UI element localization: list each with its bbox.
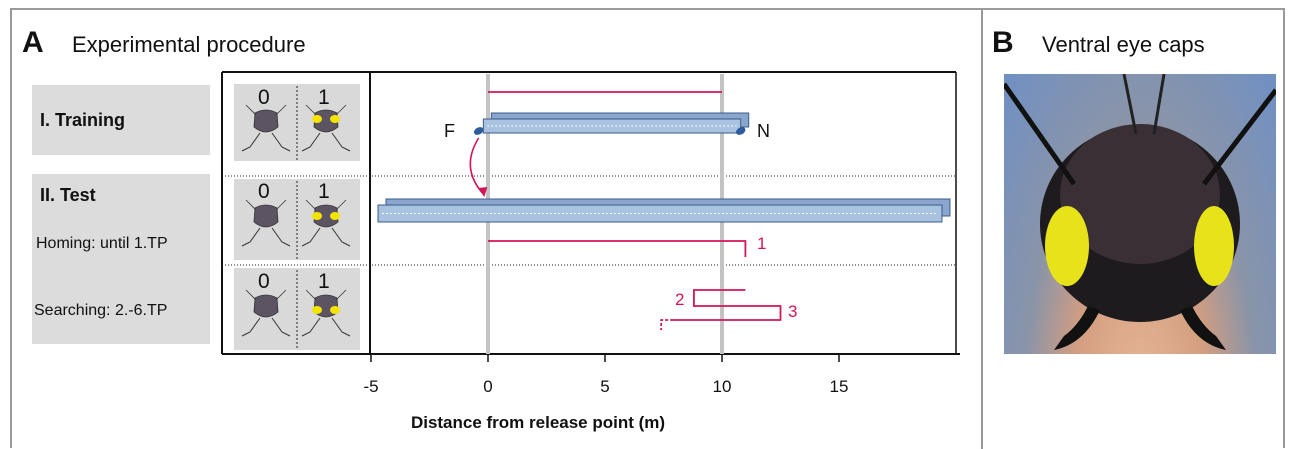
- thumb-digit: 0: [258, 180, 270, 203]
- ant-head-icon: [241, 289, 291, 337]
- search-path-continued: [660, 319, 674, 330]
- feeder-marker: [473, 127, 484, 135]
- transfer-arrowhead: [478, 187, 488, 197]
- ant-head-icon: [241, 104, 291, 152]
- x-tick-label: -5: [363, 377, 378, 396]
- figure-frame: [10, 8, 1285, 448]
- nest-label: N: [757, 121, 770, 141]
- row-label-searching: Searching: 2.-6.TP: [34, 302, 168, 319]
- thumb-digit: 1: [318, 180, 330, 203]
- x-tick-label: 10: [713, 377, 732, 396]
- panel-b-title: Ventral eye caps: [1042, 32, 1205, 57]
- row-label-homing: Homing: until 1.TP: [36, 235, 168, 252]
- panel-divider: [981, 8, 983, 449]
- row-label-test: II. Test: [40, 185, 96, 205]
- panel-a-letter: A: [22, 26, 44, 59]
- thumb-digit: 1: [318, 86, 330, 109]
- row-box-test: [32, 174, 210, 344]
- eye-caps-photo: [1004, 74, 1276, 354]
- turn-label-3: 3: [788, 302, 797, 321]
- ant-head-icon: [241, 199, 291, 247]
- row-box-training: [32, 85, 210, 155]
- panel-a-title: Experimental procedure: [72, 32, 306, 57]
- x-tick-label: 0: [483, 377, 492, 396]
- x-tick-label: 5: [600, 377, 609, 396]
- homing-path: [488, 240, 747, 257]
- ant-head-capped-icon: [301, 104, 351, 152]
- ant-head-photo-icon: [1004, 74, 1276, 350]
- nest-marker: [736, 127, 746, 135]
- ant-head-capped-icon: [301, 199, 351, 247]
- thumb-digit: 0: [258, 270, 270, 293]
- thumb-digit: 0: [258, 86, 270, 109]
- turn-label-2: 2: [675, 290, 684, 309]
- transfer-arrow: [469, 137, 484, 195]
- search-path: [673, 289, 782, 321]
- feeder-label: F: [444, 121, 455, 141]
- panel-b-letter: B: [992, 26, 1014, 59]
- x-tick-label: 15: [830, 377, 849, 396]
- thumb-digit: 1: [318, 270, 330, 293]
- x-axis-title: Distance from release point (m): [411, 413, 665, 432]
- turn-label-1: 1: [757, 234, 766, 253]
- row-label-training: I. Training: [40, 110, 126, 130]
- ant-head-capped-icon: [301, 289, 351, 337]
